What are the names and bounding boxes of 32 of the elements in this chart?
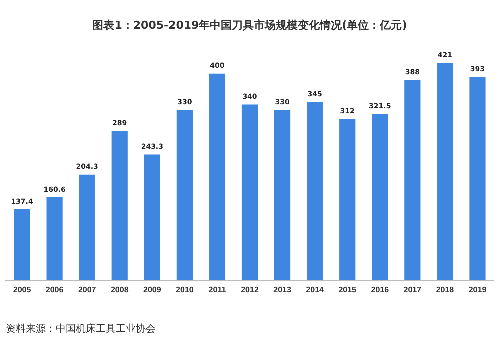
text: 资料来源：中国机床工具工业协会 xyxy=(6,322,156,336)
bar xyxy=(79,174,96,280)
bar xyxy=(307,102,324,280)
x-tick-label: 2010 xyxy=(176,285,194,294)
bar xyxy=(404,80,421,280)
bar xyxy=(372,114,388,280)
x-tick-label: 2018 xyxy=(436,285,455,294)
bar xyxy=(176,110,193,280)
bar xyxy=(242,104,258,280)
bar xyxy=(112,131,128,280)
x-tick-label: 2011 xyxy=(208,285,227,294)
x-tick-label: 2012 xyxy=(241,285,260,294)
x-tick-label: 2009 xyxy=(144,285,162,294)
x-tick-label: 2019 xyxy=(468,285,488,294)
bar xyxy=(470,77,486,280)
x-tick-label: 2016 xyxy=(371,285,390,294)
bar xyxy=(437,62,454,280)
bar xyxy=(340,119,356,280)
x-tick-label: 2008 xyxy=(110,285,130,294)
bar xyxy=(209,74,226,280)
x-tick-label: 2013 xyxy=(274,285,292,294)
bar xyxy=(14,209,30,280)
x-tick-label: 2017 xyxy=(404,285,422,294)
bar xyxy=(144,154,160,280)
x-tick-label: 2006 xyxy=(46,285,64,294)
bar xyxy=(274,110,291,280)
bar xyxy=(46,197,63,280)
x-tick-label: 2015 xyxy=(338,285,358,294)
x-tick-label: 2007 xyxy=(78,285,97,294)
x-tick-label: 2014 xyxy=(306,285,325,294)
x-tick-label: 2005 xyxy=(13,285,32,294)
chart-title: 图表1：2005-2019年中国刀具市场规模变化情况(单位：亿元) xyxy=(92,18,408,33)
